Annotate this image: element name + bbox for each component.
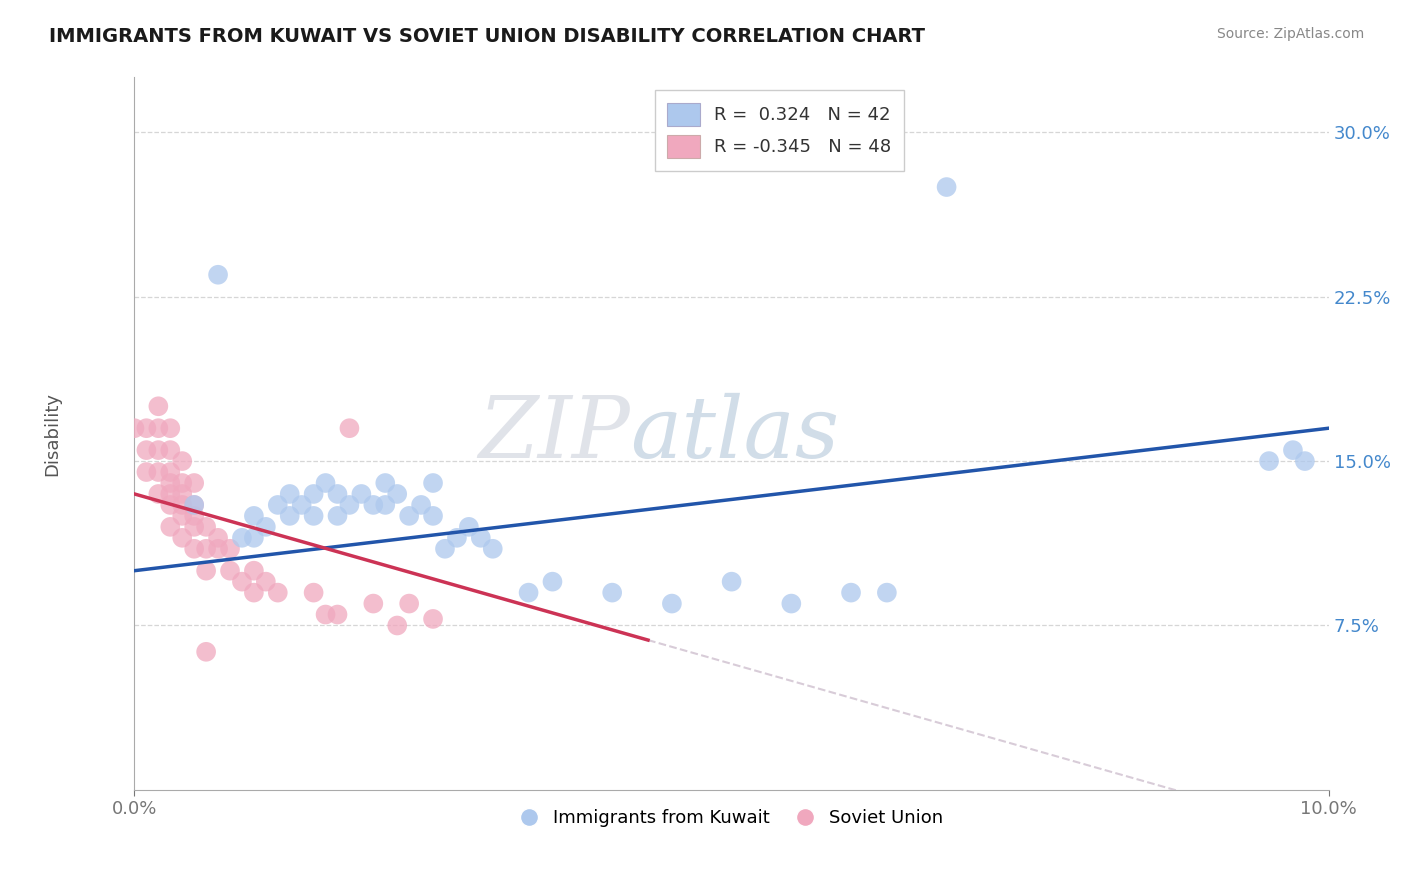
Point (267, 498, 290, 512)
Point (876, 585, 898, 599)
Point (135, 465, 157, 479)
Point (278, 487, 301, 501)
Point (600, 585, 623, 599)
Point (183, 541, 205, 556)
Point (326, 607, 349, 622)
Point (183, 475, 205, 490)
Point (326, 487, 349, 501)
Point (326, 508, 349, 523)
Y-axis label: Disability: Disability (44, 392, 60, 475)
Point (172, 487, 194, 501)
Point (339, 421, 361, 435)
Point (1258, 454, 1281, 468)
Point (315, 475, 337, 490)
Point (172, 475, 194, 490)
Point (254, 520, 277, 534)
Point (183, 498, 205, 512)
Point (172, 508, 194, 523)
Point (517, 585, 540, 599)
Point (243, 508, 266, 523)
Point (195, 645, 218, 659)
Point (422, 612, 444, 626)
Point (661, 597, 683, 611)
Point (135, 421, 157, 435)
Point (387, 487, 409, 501)
Point (159, 487, 181, 501)
Point (135, 443, 157, 458)
Point (207, 531, 229, 545)
Point (183, 498, 205, 512)
Point (1294, 454, 1316, 468)
Point (148, 487, 170, 501)
Point (207, 541, 229, 556)
Point (243, 585, 266, 599)
Point (422, 475, 444, 490)
Point (219, 564, 242, 578)
Point (195, 541, 218, 556)
Point (267, 585, 290, 599)
Point (195, 564, 218, 578)
Point (387, 618, 409, 632)
Point (302, 487, 325, 501)
Point (720, 574, 742, 589)
Point (398, 508, 420, 523)
Point (374, 475, 396, 490)
Text: ZIP: ZIP (478, 392, 630, 475)
Point (159, 465, 181, 479)
Point (446, 531, 468, 545)
Point (183, 520, 205, 534)
Text: atlas: atlas (630, 392, 839, 475)
Point (422, 508, 444, 523)
Point (148, 421, 170, 435)
Point (363, 498, 385, 512)
Point (172, 498, 194, 512)
Point (350, 487, 373, 501)
Point (291, 498, 314, 512)
Point (124, 421, 146, 435)
Point (231, 574, 253, 589)
Point (411, 498, 433, 512)
Point (148, 399, 170, 413)
Point (481, 541, 503, 556)
Point (315, 607, 337, 622)
Text: IMMIGRANTS FROM KUWAIT VS SOVIET UNION DISABILITY CORRELATION CHART: IMMIGRANTS FROM KUWAIT VS SOVIET UNION D… (49, 27, 925, 45)
Point (172, 454, 194, 468)
Point (302, 508, 325, 523)
Point (433, 541, 456, 556)
Point (172, 531, 194, 545)
Point (243, 531, 266, 545)
Point (195, 520, 218, 534)
Point (1282, 443, 1305, 458)
Point (541, 574, 564, 589)
Point (398, 597, 420, 611)
Point (159, 498, 181, 512)
Point (374, 498, 396, 512)
Point (470, 531, 492, 545)
Point (148, 443, 170, 458)
Point (363, 597, 385, 611)
Point (183, 508, 205, 523)
Point (457, 520, 479, 534)
Point (302, 585, 325, 599)
Legend: Immigrants from Kuwait, Soviet Union: Immigrants from Kuwait, Soviet Union (513, 802, 950, 834)
Point (254, 574, 277, 589)
Point (159, 520, 181, 534)
Point (231, 531, 253, 545)
Point (935, 180, 957, 194)
Text: Source: ZipAtlas.com: Source: ZipAtlas.com (1216, 27, 1364, 41)
Point (207, 268, 229, 282)
Point (159, 475, 181, 490)
Point (219, 541, 242, 556)
Point (148, 465, 170, 479)
Point (839, 585, 862, 599)
Point (243, 564, 266, 578)
Point (278, 508, 301, 523)
Point (339, 498, 361, 512)
Point (159, 443, 181, 458)
Point (159, 421, 181, 435)
Point (780, 597, 803, 611)
